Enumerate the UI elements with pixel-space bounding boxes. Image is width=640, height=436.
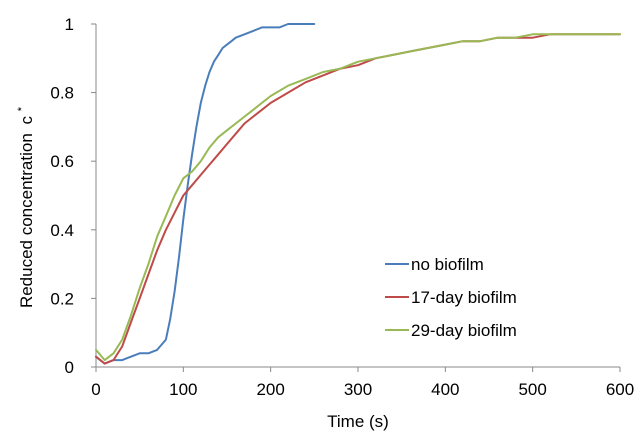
y-tick-label: 0.6 [50,152,74,171]
x-tick-label: 200 [256,380,284,399]
y-tick-label: 0.4 [50,221,74,240]
x-tick-label: 400 [431,380,459,399]
series-layer [95,23,621,365]
y-axis-title-superscript: * [16,106,28,111]
y-axis-ticks: 0 0.2 0.4 0.6 0.8 1 [50,15,96,377]
series-line [95,33,621,365]
y-axis-title-symbol: c [17,115,36,124]
x-tick-label: 300 [344,380,372,399]
legend-label: 29-day biofilm [411,321,517,340]
y-tick-label: 0 [65,358,74,377]
legend: no biofilm 17-day biofilm 29-day biofilm [385,255,517,340]
plot-area: 0 100 200 300 400 500 600 0 0.2 0.4 0.6 0.8 1 [50,15,634,399]
x-tick-label: 500 [518,380,546,399]
y-axis-title: Reduced concentration c * [16,106,36,308]
legend-label: no biofilm [411,255,484,274]
series-line [95,33,621,362]
x-tick-label: 0 [91,380,100,399]
x-axis-title: Time (s) [327,412,389,431]
y-tick-label: 0.8 [50,84,74,103]
y-axis-title-text: Reduced concentration [17,133,36,308]
series-line [95,23,316,365]
legend-label: 17-day biofilm [411,288,517,307]
svg-text:Reduced concentration c: Reduced concentration c * [16,106,36,308]
y-tick-label: 0.2 [50,289,74,308]
x-tick-label: 100 [169,380,197,399]
x-axis-ticks: 0 100 200 300 400 500 600 [91,367,634,399]
x-tick-label: 600 [606,380,634,399]
y-tick-label: 1 [65,15,74,34]
